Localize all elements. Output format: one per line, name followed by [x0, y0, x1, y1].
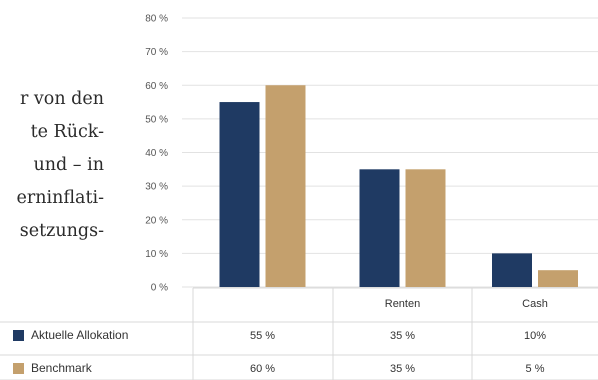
category-label: Renten — [385, 298, 420, 310]
y-tick-label: 50 % — [145, 114, 168, 125]
bar — [405, 169, 446, 287]
body-text-line: setzungs- — [19, 221, 104, 241]
body-text-line: und – in — [33, 155, 105, 175]
body-text-line: te Rück- — [30, 122, 104, 142]
y-tick-label: 60 % — [145, 81, 168, 92]
data-table-value: 35 % — [390, 363, 415, 375]
bar — [219, 102, 260, 287]
data-table-value: 35 % — [390, 330, 415, 342]
data-table-value: 10% — [524, 330, 546, 342]
y-tick-label: 20 % — [145, 215, 168, 226]
y-tick-label: 40 % — [145, 148, 168, 159]
data-table-value: 5 % — [526, 363, 545, 375]
bar — [538, 270, 578, 287]
bar — [492, 253, 532, 287]
bar — [359, 169, 400, 287]
data-table-value: 55 % — [250, 330, 275, 342]
bar — [265, 85, 306, 287]
y-tick-label: 30 % — [145, 182, 168, 193]
legend-swatch — [13, 330, 24, 341]
legend-label: Aktuelle Allokation — [31, 328, 128, 342]
body-text-fragment: r von den te Rück- und – in erninflati- … — [0, 83, 104, 263]
y-tick-label: 70 % — [145, 47, 168, 58]
y-tick-label: 10 % — [145, 249, 168, 260]
legend-swatch — [13, 363, 24, 374]
body-text-line: r von den — [19, 89, 104, 109]
data-table-value: 60 % — [250, 363, 275, 375]
body-text-line: erninflati- — [16, 188, 104, 208]
y-tick-label: 0 % — [151, 283, 168, 294]
y-tick-label: 80 % — [145, 14, 168, 25]
category-label: Cash — [522, 298, 548, 310]
legend-label: Benchmark — [31, 361, 93, 375]
